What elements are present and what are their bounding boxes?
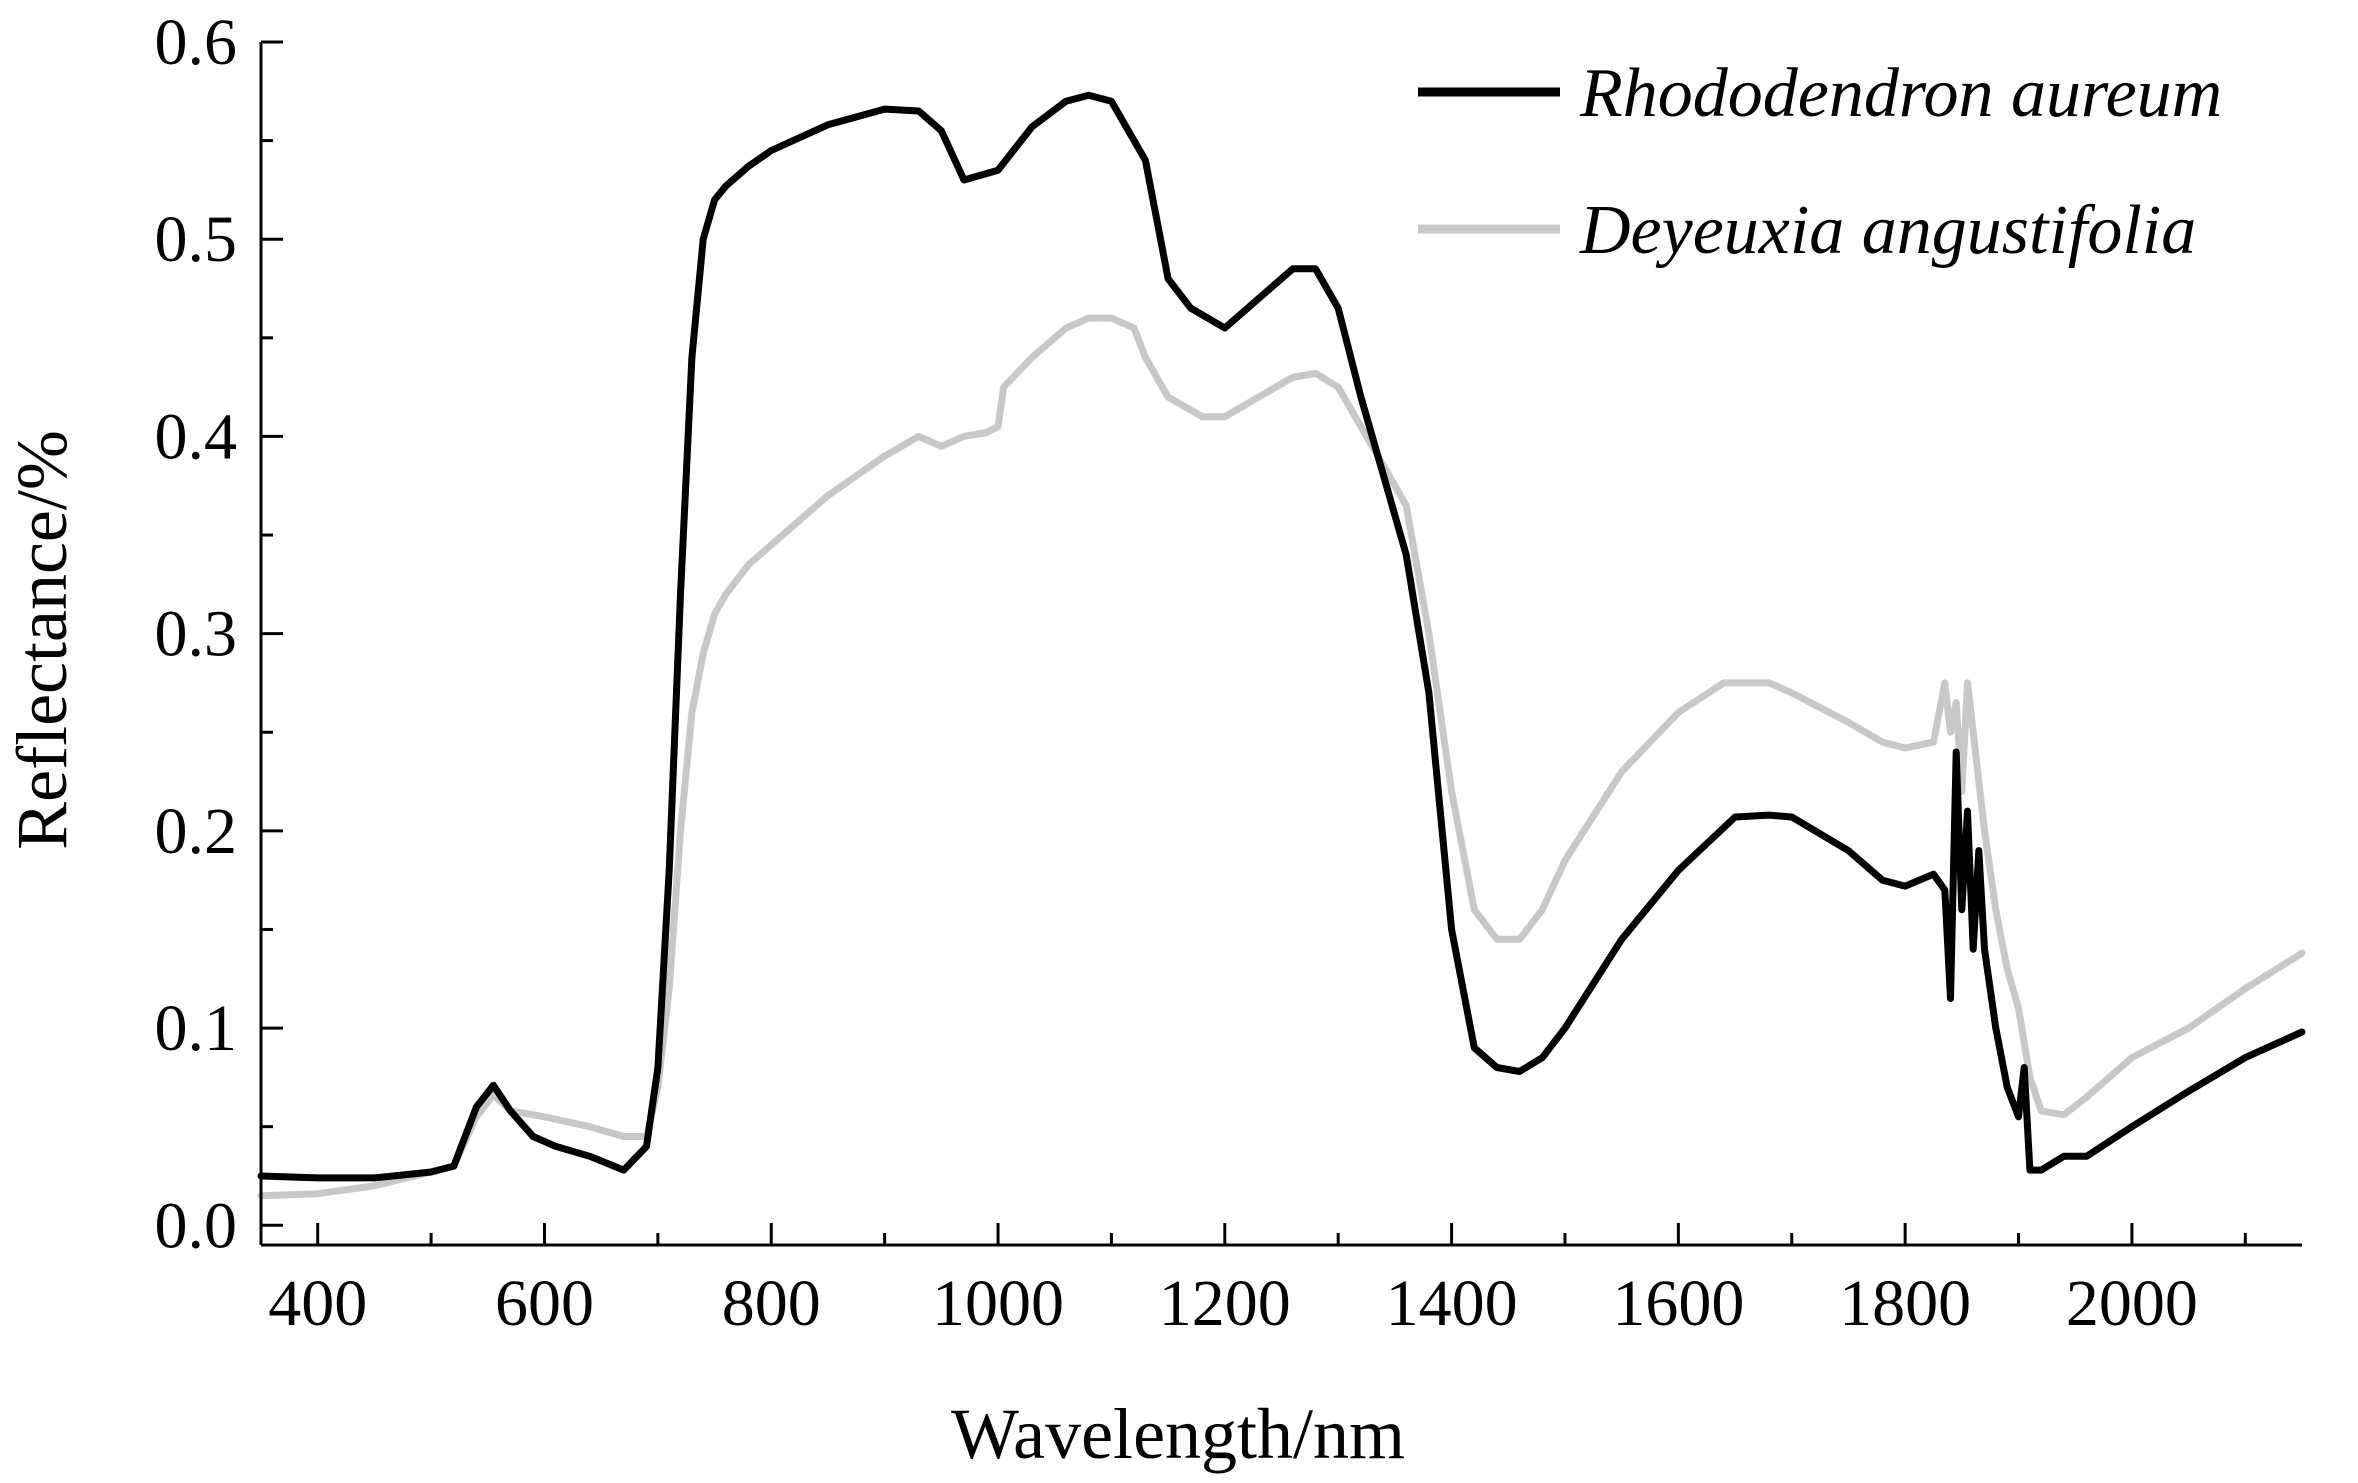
- legend-label-deyeuxia-angustifolia: Deyeuxia angustifolia: [1579, 192, 2196, 269]
- series-line-deyeuxia-angustifolia: [257, 314, 2306, 1200]
- series-line-rhododendron-aureum: [257, 91, 2306, 1182]
- x-tick-label: 800: [722, 1267, 821, 1340]
- y-axis-title: Reflectance/%: [2, 430, 82, 850]
- x-tick-label: 1800: [1839, 1267, 1971, 1340]
- axis-ticks: 400 600 800 1000 1200 1400 1600 1800 2000 0.0 0.1 0…: [155, 6, 2247, 1340]
- x-tick-label: 400: [268, 1267, 367, 1340]
- y-tick-label: 0.1: [155, 992, 238, 1065]
- y-tick-label: 0.2: [155, 795, 238, 868]
- x-tick-label: 1200: [1159, 1267, 1291, 1340]
- y-tick-label: 0.0: [155, 1189, 238, 1262]
- legend: Rhododendron aureum Deyeuxia angustifoli…: [1418, 55, 2222, 269]
- series-group: [257, 91, 2306, 1200]
- y-tick-label: 0.6: [155, 6, 238, 79]
- x-tick-label: 1000: [932, 1267, 1064, 1340]
- x-tick-label: 1600: [1612, 1267, 1744, 1340]
- y-tick-label: 0.5: [155, 203, 238, 276]
- y-tick-label: 0.4: [155, 400, 238, 473]
- y-tick-label: 0.3: [155, 598, 238, 671]
- x-tick-label: 2000: [2066, 1267, 2198, 1340]
- x-axis-title: Wavelength/nm: [951, 1394, 1405, 1474]
- x-tick-label: 600: [495, 1267, 594, 1340]
- legend-label-rhododendron-aureum: Rhododendron aureum: [1579, 55, 2222, 132]
- x-tick-label: 1400: [1386, 1267, 1518, 1340]
